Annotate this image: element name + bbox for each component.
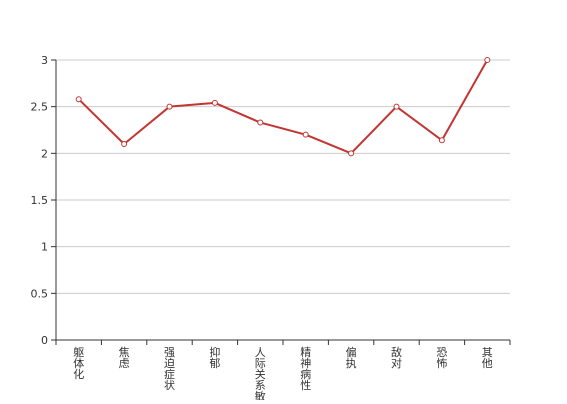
x-tick-label: 强迫症状 — [164, 346, 175, 392]
x-tick-label: 人际关系敏感 — [255, 346, 266, 400]
y-tick-label: 1 — [41, 241, 48, 254]
series-line — [77, 59, 489, 155]
x-tick-label: 精神病性 — [300, 346, 311, 392]
data-point[interactable] — [438, 137, 445, 144]
series — [75, 57, 491, 157]
y-tick-label: 0.5 — [31, 287, 49, 300]
data-point[interactable] — [75, 96, 82, 103]
axes — [51, 59, 511, 345]
y-tick-label: 3 — [41, 54, 48, 67]
data-point[interactable] — [257, 119, 264, 126]
data-point[interactable] — [348, 150, 355, 157]
data-point[interactable] — [302, 131, 309, 138]
y-tick-labels: 0 0.5 1 1.5 2 2.5 3 — [31, 54, 49, 347]
x-tick-labels: 躯体化 焦虑 强迫症状 抑郁 人际关系敏感 精神病性 偏执 敌对 恐怖 其他 — [73, 345, 493, 404]
x-tick-label: 躯体化 — [73, 346, 84, 381]
y-tick-label: 2.5 — [31, 101, 49, 114]
data-point[interactable] — [211, 99, 218, 106]
y-tick-label: 2 — [41, 147, 48, 160]
data-point[interactable] — [484, 57, 491, 63]
x-tick-label: 焦虑 — [119, 346, 130, 370]
y-tick-label: 0 — [41, 334, 48, 347]
y-tick-label: 1.5 — [31, 194, 49, 207]
data-point[interactable] — [121, 141, 128, 147]
x-tick-label: 抑郁 — [209, 345, 220, 370]
x-tick-label: 偏执 — [346, 345, 357, 370]
x-tick-label: 其他 — [482, 346, 493, 370]
grid-lines — [56, 59, 510, 294]
data-point[interactable] — [166, 103, 173, 110]
x-tick-label: 恐怖 — [436, 346, 447, 370]
data-point[interactable] — [393, 103, 400, 110]
x-tick-label: 敌对 — [391, 345, 402, 370]
